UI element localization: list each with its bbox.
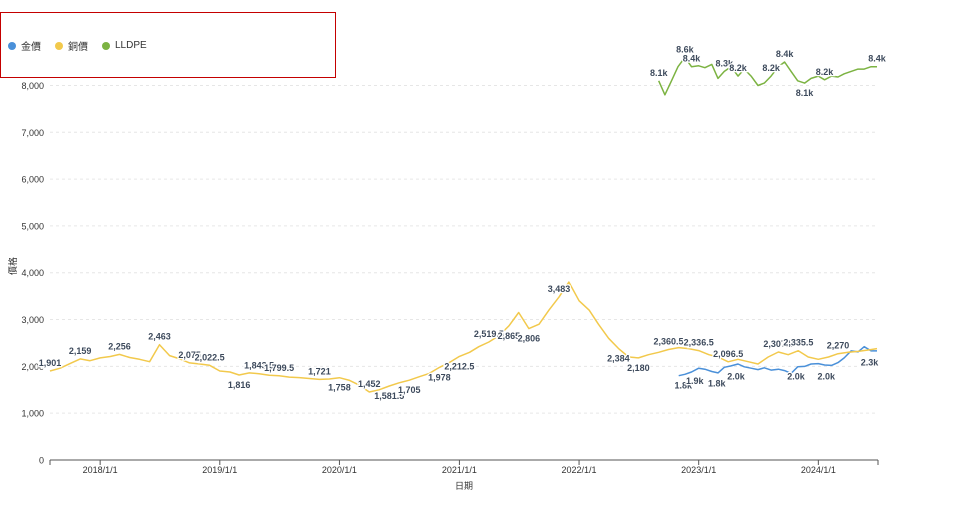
data-label-lldpe: 8.1k [796, 88, 815, 98]
data-label-gold: 2.0k [817, 371, 836, 381]
y-tick-label: 0 [39, 456, 44, 466]
x-tick-label: 2024/1/1 [801, 465, 836, 475]
legend-item-gold[interactable]: 金價 [8, 38, 41, 53]
y-tick-label: 7,000 [21, 128, 44, 138]
data-label-copper: 3,483 [548, 284, 571, 294]
data-label-copper: 2,256 [108, 341, 131, 351]
legend-item-copper[interactable]: 銅價 [55, 38, 88, 53]
y-tick-label: 1,000 [21, 409, 44, 419]
y-tick-label: 6,000 [21, 175, 44, 185]
data-label-lldpe: 8.2k [816, 67, 835, 77]
data-label-copper: 2,806 [518, 334, 541, 344]
data-label-copper: 2,335.5 [783, 338, 813, 348]
y-tick-label: 5,000 [21, 221, 44, 231]
data-label-copper: 2,270 [827, 341, 850, 351]
data-label-gold: 2.0k [787, 371, 806, 381]
data-label-lldpe: 8.4k [776, 49, 795, 59]
data-label-lldpe: 8.3k [716, 58, 735, 68]
data-label-copper: 2,022.5 [195, 352, 225, 362]
data-label-copper: 2,159 [69, 346, 92, 356]
data-label-copper: 2,096.5 [713, 349, 743, 359]
data-label-copper: 2,519.5 [474, 329, 504, 339]
data-label-lldpe: 8.4k [868, 54, 887, 64]
data-label-copper: 1,705 [398, 385, 421, 395]
y-tick-label: 2,000 [21, 362, 44, 372]
legend-dot-gold [8, 41, 16, 50]
data-label-gold: 2.3k [861, 357, 880, 367]
x-axis-title: 日期 [455, 481, 473, 491]
x-tick-label: 2021/1/1 [442, 465, 477, 475]
y-tick-label: 4,000 [21, 268, 44, 278]
data-label-copper: 2,075 [178, 350, 201, 360]
data-label-copper: 2,336.5 [684, 338, 714, 348]
legend-label-gold: 金價 [21, 42, 41, 53]
x-tick-label: 2019/1/1 [202, 465, 237, 475]
y-tick-label: 8,000 [21, 81, 44, 91]
series-line-lldpe [658, 56, 877, 96]
x-tick-label: 2022/1/1 [562, 465, 597, 475]
data-label-copper: 2,384 [607, 353, 630, 363]
data-label-lldpe: 8.2k [729, 63, 748, 73]
data-label-gold: 1.8k [708, 378, 727, 388]
data-label-copper: 1,721 [308, 366, 331, 376]
data-label-copper: 2,212.5 [444, 361, 474, 371]
legend-box: 金價 銅價 LLDPE [0, 12, 336, 78]
data-label-lldpe: 8.4k [683, 54, 702, 64]
data-label-copper: 2,180 [627, 363, 650, 373]
legend: 金價 銅價 LLDPE [8, 38, 147, 53]
data-label-gold: 2.0k [727, 371, 746, 381]
data-label-copper: 1,901 [39, 358, 62, 368]
data-label-copper: 1,581.5 [374, 391, 404, 401]
data-label-copper: 1,843.5 [244, 361, 274, 371]
data-label-gold: 1.9k [686, 376, 705, 386]
legend-item-lldpe[interactable]: LLDPE [102, 40, 147, 51]
data-label-copper: 1,452 [358, 379, 381, 389]
legend-dot-copper [55, 41, 63, 50]
series-line-gold [678, 345, 877, 377]
data-label-gold: 1.8k [675, 381, 694, 391]
data-label-copper: 2,865 [498, 331, 521, 341]
legend-dot-lldpe [102, 41, 110, 50]
data-label-lldpe: 8.2k [762, 63, 781, 73]
x-tick-label: 2018/1/1 [83, 465, 118, 475]
series-line-copper [49, 281, 878, 393]
x-tick-label: 2023/1/1 [681, 465, 716, 475]
x-tick-label: 2020/1/1 [322, 465, 357, 475]
data-label-copper: 2,307.5 [763, 339, 793, 349]
legend-label-copper: 銅價 [68, 42, 88, 53]
data-label-copper: 1,816 [228, 380, 251, 390]
data-label-lldpe: 8.1k [650, 68, 669, 78]
legend-label-lldpe: LLDPE [115, 40, 147, 51]
data-label-copper: 1,758 [328, 383, 351, 393]
data-label-copper: 1,799.5 [264, 363, 294, 373]
y-axis-title: 價格 [7, 257, 18, 275]
data-label-lldpe: 8.6k [676, 44, 695, 54]
data-label-copper: 2,360.5 [654, 336, 684, 346]
data-label-copper: 1,978 [428, 372, 451, 382]
data-label-copper: 2,463 [148, 332, 171, 342]
y-tick-label: 3,000 [21, 315, 44, 325]
